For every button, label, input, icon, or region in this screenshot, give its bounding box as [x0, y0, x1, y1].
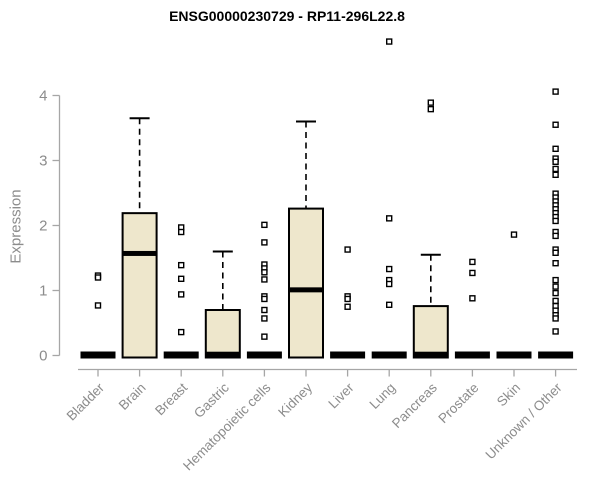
- collapsed-box-unknown-other: [538, 351, 574, 359]
- outlier-breast: [177, 275, 185, 282]
- collapsed-box-prostate: [454, 351, 490, 359]
- y-tick-label: 1: [39, 283, 47, 300]
- collapsed-box-liver: [330, 351, 366, 359]
- x-tick-label: Skin: [494, 380, 523, 409]
- y-tick-label: 4: [39, 88, 47, 105]
- outlier-breast: [177, 228, 185, 236]
- x-tick-label: Breast: [152, 380, 190, 418]
- median-gastric: [205, 351, 240, 357]
- outlier-lung: [386, 38, 393, 45]
- outlier-unknown-other: [552, 249, 559, 257]
- outlier-lung: [386, 215, 393, 222]
- outlier-hematopoietic-cells: [261, 239, 268, 246]
- x-tick-label: Prostate: [435, 380, 481, 426]
- box-gastric: [204, 309, 241, 359]
- outlier-unknown-other: [552, 260, 559, 267]
- x-tick-label: Bladder: [64, 380, 108, 424]
- outlier-prostate: [469, 295, 476, 302]
- y-tick-label: 3: [39, 153, 47, 170]
- x-tick-label: Lung: [366, 380, 398, 412]
- outlier-unknown-other: [552, 121, 559, 128]
- outlier-unknown-other: [552, 289, 559, 297]
- outlier-liver: [344, 246, 351, 253]
- collapsed-box-hematopoietic-cells: [246, 351, 282, 359]
- outlier-unknown-other: [552, 328, 559, 335]
- outlier-lung: [386, 265, 393, 273]
- outlier-liver: [344, 303, 351, 310]
- collapsed-box-bladder: [80, 351, 116, 359]
- outlier-prostate: [469, 258, 476, 266]
- outlier-unknown-other: [552, 276, 559, 284]
- x-tick-label: Gastric: [191, 380, 232, 421]
- collapsed-box-breast: [163, 351, 199, 359]
- median-pancreas: [413, 351, 448, 357]
- outlier-unknown-other: [552, 165, 559, 173]
- outlier-unknown-other: [552, 158, 559, 166]
- outlier-unknown-other: [552, 88, 559, 95]
- collapsed-box-skin: [496, 351, 532, 359]
- box-brain: [121, 212, 158, 359]
- outlier-unknown-other: [552, 145, 559, 153]
- outlier-hematopoietic-cells: [261, 306, 268, 314]
- outlier-pancreas: [427, 99, 434, 106]
- box-pancreas: [412, 305, 449, 359]
- collapsed-box-lung: [371, 351, 407, 359]
- x-tick-label: Unknown / Other: [482, 380, 565, 463]
- outlier-unknown-other: [552, 232, 559, 240]
- outlier-prostate: [469, 269, 476, 277]
- x-tick-label: Pancreas: [389, 380, 440, 431]
- outlier-unknown-other: [552, 171, 559, 179]
- outlier-bladder: [94, 302, 102, 309]
- outlier-hematopoietic-cells: [261, 333, 268, 340]
- outlier-breast: [177, 328, 185, 336]
- x-tick-label: Liver: [325, 380, 357, 412]
- outlier-pancreas: [427, 105, 434, 113]
- y-tick-label: 2: [39, 218, 47, 235]
- outlier-hematopoietic-cells: [261, 269, 268, 276]
- outlier-unknown-other: [552, 315, 559, 322]
- outlier-hematopoietic-cells: [261, 221, 268, 229]
- outlier-breast: [177, 291, 185, 298]
- outlier-liver: [344, 295, 351, 303]
- x-tick-label: Kidney: [275, 380, 315, 420]
- outlier-hematopoietic-cells: [261, 276, 268, 283]
- median-kidney: [289, 287, 323, 293]
- outlier-hematopoietic-cells: [261, 315, 268, 322]
- outlier-unknown-other: [552, 297, 559, 305]
- outlier-breast: [177, 261, 185, 269]
- outlier-unknown-other: [552, 217, 559, 225]
- median-brain: [122, 250, 157, 256]
- outlier-lung: [386, 280, 393, 288]
- y-tick-label: 0: [39, 348, 47, 365]
- chart-title: ENSG00000230729 - RP11-296L22.8: [169, 8, 405, 24]
- outlier-lung: [386, 301, 393, 308]
- outlier-hematopoietic-cells: [261, 295, 268, 303]
- box-kidney: [288, 207, 324, 359]
- outlier-skin: [510, 231, 518, 238]
- outlier-unknown-other: [552, 283, 559, 290]
- outlier-bladder: [94, 274, 102, 281]
- x-tick-label: Brain: [116, 380, 149, 413]
